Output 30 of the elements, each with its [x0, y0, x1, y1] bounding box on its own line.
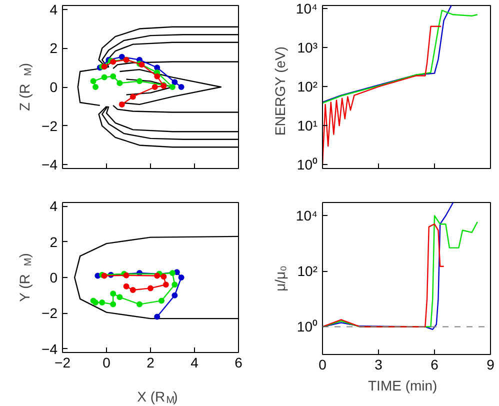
- y-axis-title: μ/μ₀: [272, 265, 288, 292]
- y-tick-label: −4: [42, 156, 58, 173]
- y-tick-label: 10³: [297, 40, 318, 56]
- x-tick-label: 9: [486, 356, 495, 372]
- y-tick-label: 0: [50, 79, 58, 95]
- y-axis-title: Y (RM): [16, 253, 34, 302]
- x-tick-label: 2: [146, 354, 155, 370]
- y-tick-label: 10⁴: [296, 208, 318, 224]
- y-tick-label: −2: [42, 305, 58, 322]
- x-tick-label: 6: [234, 354, 243, 370]
- y-tick-label: 10⁰: [296, 156, 318, 173]
- y-axis-title: ENERGY (eV): [272, 46, 288, 136]
- y-tick-label: 10²: [297, 78, 318, 95]
- y-tick-label: 10¹: [297, 118, 318, 134]
- y-tick-label: 0: [50, 270, 58, 286]
- x-tick-label: 0: [102, 354, 111, 370]
- y-tick-label: 2: [50, 234, 58, 250]
- y-tick-label: −2: [42, 118, 58, 134]
- y-axis-title: Z (RM): [16, 62, 34, 111]
- y-tick-label: 10⁴: [296, 0, 318, 17]
- x-tick-label: 4: [190, 354, 199, 370]
- x-tick-label: 6: [430, 356, 439, 372]
- y-tick-label: 10⁰: [296, 318, 318, 335]
- y-tick-label: 4: [50, 1, 58, 18]
- x-axis-title: TIME (min): [368, 378, 438, 394]
- y-tick-label: −4: [42, 340, 58, 357]
- x-tick-label: 3: [374, 356, 383, 372]
- y-tick-label: 2: [50, 40, 58, 56]
- y-tick-label: 4: [50, 198, 58, 214]
- y-tick-label: 10²: [297, 263, 318, 280]
